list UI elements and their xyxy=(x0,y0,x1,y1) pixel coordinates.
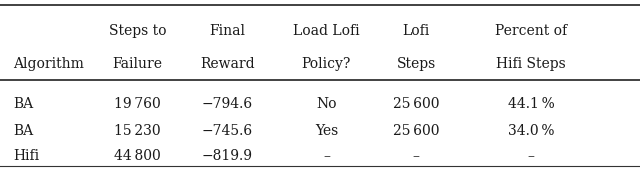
Text: Reward: Reward xyxy=(200,57,255,71)
Text: –: – xyxy=(413,149,419,163)
Text: Yes: Yes xyxy=(315,125,338,138)
Text: BA: BA xyxy=(13,97,33,111)
Text: Steps: Steps xyxy=(396,57,436,71)
Text: 25 600: 25 600 xyxy=(393,125,439,138)
Text: Percent of: Percent of xyxy=(495,24,567,38)
Text: −819.9: −819.9 xyxy=(202,149,253,163)
Text: 44 800: 44 800 xyxy=(114,149,161,163)
Text: Hifi: Hifi xyxy=(13,149,39,163)
Text: Policy?: Policy? xyxy=(301,57,351,71)
Text: −794.6: −794.6 xyxy=(202,97,253,111)
Text: Algorithm: Algorithm xyxy=(13,57,84,71)
Text: 15 230: 15 230 xyxy=(115,125,161,138)
Text: BA: BA xyxy=(13,125,33,138)
Text: No: No xyxy=(316,97,337,111)
Text: 25 600: 25 600 xyxy=(393,97,439,111)
Text: Final: Final xyxy=(209,24,245,38)
Text: Steps to: Steps to xyxy=(109,24,166,38)
Text: –: – xyxy=(528,149,534,163)
Text: 34.0 %: 34.0 % xyxy=(508,125,554,138)
Text: Failure: Failure xyxy=(113,57,163,71)
Text: –: – xyxy=(323,149,330,163)
Text: 44.1 %: 44.1 % xyxy=(508,97,555,111)
Text: 19 760: 19 760 xyxy=(114,97,161,111)
Text: −745.6: −745.6 xyxy=(202,125,253,138)
Text: Load Lofi: Load Lofi xyxy=(293,24,360,38)
Text: Lofi: Lofi xyxy=(403,24,429,38)
Text: Hifi Steps: Hifi Steps xyxy=(497,57,566,71)
